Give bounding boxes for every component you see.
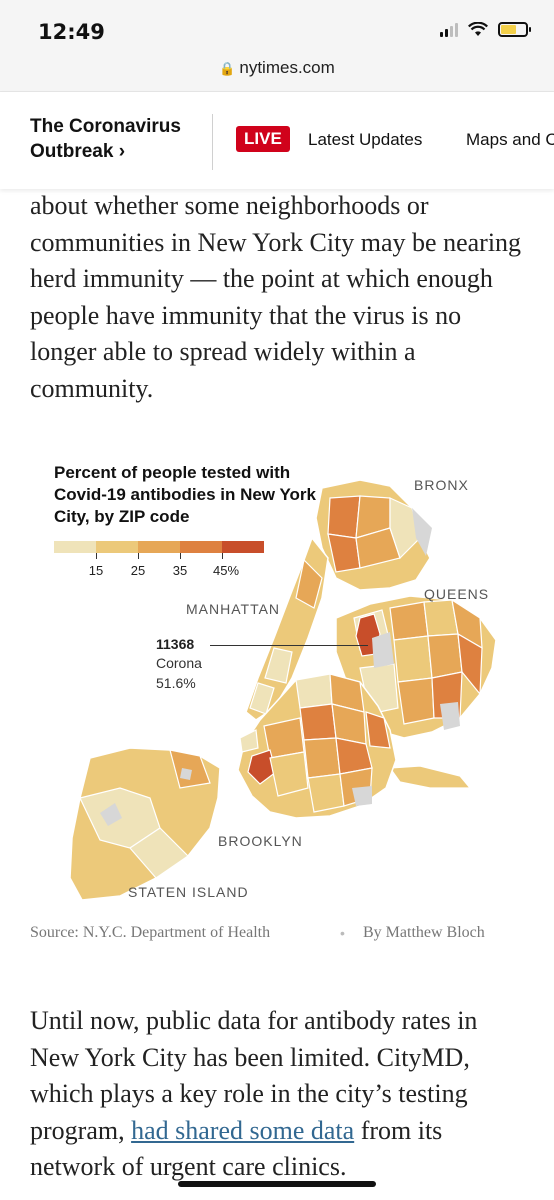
label-staten-island: STATEN ISLAND: [128, 884, 249, 900]
legend-tick-label: 35: [172, 563, 188, 578]
wifi-icon: [468, 22, 488, 36]
section-title-line2: Outbreak: [30, 141, 114, 162]
status-icons: [440, 22, 531, 37]
header-divider: [212, 114, 213, 170]
section-header: The Coronavirus Outbreak › LIVE Latest U…: [0, 92, 554, 189]
legend-swatch: [138, 541, 180, 553]
legend-tick: [138, 553, 139, 559]
status-time: 12:49: [38, 20, 105, 44]
label-brooklyn: BROOKLYN: [218, 833, 303, 849]
home-indicator[interactable]: [178, 1181, 376, 1187]
brooklyn-high-zip-shape: [247, 749, 277, 785]
legend-tick-label: 45%: [212, 563, 240, 578]
chart-title: Percent of people tested with Covid-19 a…: [54, 463, 316, 526]
legend-swatch: [180, 541, 222, 553]
callout-leader-line: [210, 645, 368, 646]
legend-tick: [96, 553, 97, 559]
para2-text-end: from its network of urgent care clinics.: [30, 1115, 443, 1182]
address-bar[interactable]: 🔒 nytimes.com: [0, 58, 554, 78]
section-link[interactable]: The Coronavirus Outbreak ›: [30, 114, 181, 164]
para2-text: Until now, public data for antibody rate…: [30, 1006, 478, 1145]
legend-tick-label: 15: [88, 563, 104, 578]
battery-icon: [498, 22, 531, 37]
callout-value: 51.6%: [156, 675, 196, 691]
had-shared-some-data-link[interactable]: had shared some data: [131, 1115, 355, 1145]
cellular-signal-icon: [440, 22, 458, 37]
live-badge[interactable]: LIVE: [236, 126, 290, 152]
label-bronx: BRONX: [414, 477, 469, 493]
legend-tick: [222, 553, 223, 559]
legend-tick: [180, 553, 181, 559]
choropleth-map: [69, 479, 497, 901]
callout-name: Corona: [156, 655, 202, 671]
chart-byline: By Matthew Bloch: [363, 924, 485, 941]
legend-swatch: [54, 541, 96, 553]
callout-zip: 11368: [156, 636, 195, 652]
label-manhattan: MANHATTAN: [186, 601, 281, 617]
separator-dot: •: [340, 925, 345, 941]
section-title-line1: The Coronavirus: [30, 116, 181, 137]
latest-updates-link[interactable]: Latest Updates: [308, 130, 423, 149]
article-paragraph: about whether some neighborhoods or comm…: [30, 191, 522, 403]
color-legend: 15 25 35 45%: [54, 541, 264, 581]
lock-icon: 🔒: [219, 61, 236, 76]
article-paragraph-2: Until now, public data for antibody rate…: [30, 1003, 530, 1186]
maps-link[interactable]: Maps and C: [466, 130, 554, 149]
chart-source: Source: N.Y.C. Department of Health: [30, 924, 271, 941]
chevron-right-icon: ›: [118, 141, 126, 162]
legend-swatch: [96, 541, 138, 553]
label-queens: QUEENS: [424, 586, 490, 602]
legend-swatch: [222, 541, 264, 553]
url-text: nytimes.com: [239, 58, 335, 77]
legend-tick-label: 25: [130, 563, 146, 578]
status-bar: 12:49 🔒 nytimes.com: [0, 0, 554, 92]
